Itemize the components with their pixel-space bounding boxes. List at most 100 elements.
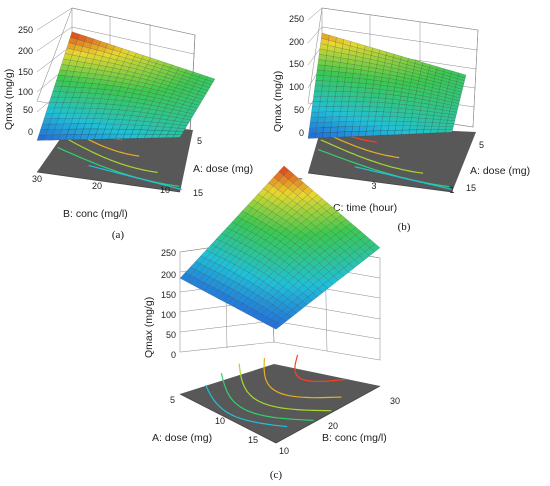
panel-b-x-tick: 15 bbox=[466, 183, 476, 193]
panel-b-surface-facet bbox=[350, 82, 360, 88]
panel-b-surface-facet bbox=[374, 120, 383, 127]
contour-line bbox=[294, 354, 346, 382]
panel-b-surface-facet bbox=[318, 106, 327, 113]
panel-b: 250 200 150 100 50 0 Qmax (mg/g) 5 3 1 C… bbox=[272, 7, 530, 233]
panel-c-x-label: A: dose (mg) bbox=[152, 432, 212, 444]
panel-b-surface-facet bbox=[337, 76, 346, 83]
panel-b-surface-facet bbox=[423, 129, 432, 134]
panel-b-surface-facet bbox=[335, 91, 344, 97]
panel-b-surface-facet bbox=[343, 131, 353, 138]
grid-line bbox=[307, 45, 323, 66]
panel-a-y-tick: 10 bbox=[160, 185, 170, 195]
panel-b-surface-facet bbox=[368, 111, 377, 117]
panel-a-surface bbox=[36, 31, 216, 141]
panel-b-surface-facet bbox=[344, 126, 353, 132]
panel-a-surface-facet bbox=[70, 31, 80, 40]
contour-line bbox=[263, 357, 342, 399]
panel-b-surface-facet bbox=[397, 112, 406, 118]
panel-b-surface-facet bbox=[323, 70, 332, 77]
panel-b-surface-facet bbox=[331, 116, 340, 123]
panel-b-surface-facet bbox=[342, 86, 352, 92]
panel-b-surface-facet bbox=[348, 96, 357, 102]
panel-a-z-tick: 100 bbox=[18, 87, 33, 97]
panel-b-surface-facet bbox=[316, 121, 325, 128]
panel-b-surface-facet bbox=[356, 91, 365, 98]
panel-b-surface-facet bbox=[362, 101, 371, 107]
contour-line bbox=[205, 384, 288, 428]
panel-b-surface-facet bbox=[322, 75, 331, 82]
panel-b-surface-facet bbox=[327, 91, 337, 97]
contour-line bbox=[354, 166, 453, 191]
panel-b-surface-facet bbox=[417, 121, 426, 127]
panel-b-surface-facet bbox=[410, 117, 419, 123]
panel-b-surface-facet bbox=[437, 129, 446, 133]
panel-b-surface-facet bbox=[418, 114, 427, 119]
panel-b-z-tick: 50 bbox=[294, 105, 304, 115]
panel-b-surface-facet bbox=[308, 127, 317, 134]
panel-c-floor bbox=[180, 364, 380, 443]
panel-b-surface-facet bbox=[348, 101, 357, 107]
panel-b-surface-facet bbox=[345, 121, 354, 127]
panel-b-surface-facet bbox=[329, 75, 339, 82]
panel-b-surface-facet bbox=[344, 77, 353, 83]
panel-b-surface-facet bbox=[387, 125, 396, 131]
panel-b-surface-facet bbox=[365, 130, 374, 137]
panel-b-surface-facet bbox=[312, 96, 321, 102]
panel-b-surface-facet bbox=[307, 132, 317, 139]
panel-b-surface-facet bbox=[391, 103, 400, 109]
panel-a-z-tick: 50 bbox=[23, 105, 33, 115]
panel-b-surface-facet bbox=[370, 97, 379, 103]
panel-c-z-tick: 0 bbox=[171, 350, 176, 360]
panel-b-surface-facet bbox=[319, 101, 328, 107]
panel-c-surface bbox=[179, 165, 381, 330]
panel-b-surface-facet bbox=[315, 132, 324, 139]
panel-b-surface-facet bbox=[358, 130, 367, 137]
panel-b-surface-facet bbox=[368, 106, 378, 112]
panel-a-z-tick: 200 bbox=[18, 46, 33, 56]
panel-b-surface-facet bbox=[331, 66, 340, 72]
panel-b-surface-facet bbox=[389, 116, 398, 122]
panel-b-surface-facet bbox=[324, 116, 333, 123]
panel-a: 250 200 150 100 50 0 Qmax (mg/g) 30 20 1… bbox=[3, 7, 253, 241]
grid-line bbox=[36, 7, 73, 31]
panel-b-surface-facet bbox=[349, 91, 358, 97]
panel-b-z-tick: 100 bbox=[289, 82, 304, 92]
panel-b-surface-facet bbox=[430, 129, 439, 134]
panel-b-surface-facet bbox=[351, 131, 360, 137]
panel-b-surface-facet bbox=[410, 121, 419, 126]
panel-c: 250 200 150 100 50 0 Qmax (mg/g) 5 10 15… bbox=[143, 165, 400, 481]
panel-b-surface-facet bbox=[313, 90, 322, 97]
panel-a-z-tick: 250 bbox=[18, 25, 33, 35]
panel-b-surface-facet bbox=[402, 121, 412, 126]
panel-b-surface-facet bbox=[394, 129, 403, 135]
panel-b-surface-facet bbox=[381, 116, 391, 122]
panel-b-surface-facet bbox=[315, 75, 324, 81]
panel-b-surface-facet bbox=[355, 101, 364, 107]
panel-b-surface-facet bbox=[329, 80, 338, 87]
panel-b-surface-facet bbox=[345, 72, 354, 78]
panel-b-surface-facet bbox=[322, 126, 332, 133]
panel-b-surface-facet bbox=[316, 64, 326, 71]
panel-b-surface-facet bbox=[378, 93, 387, 99]
panel-a-surface-facet bbox=[49, 96, 59, 103]
panel-b-surface-facet bbox=[369, 101, 378, 108]
panel-b-surface-facet bbox=[387, 130, 396, 136]
panel-b-surface-facet bbox=[314, 80, 324, 87]
panel-b-surface-facet bbox=[347, 106, 356, 112]
panel-b-surface-facet bbox=[438, 126, 447, 130]
panel-b-surface-facet bbox=[360, 116, 369, 122]
panel-b-surface-facet bbox=[397, 108, 406, 114]
panel-b-surface-facet bbox=[317, 116, 326, 123]
panel-b-x-tick: 5 bbox=[479, 140, 484, 150]
panel-a-y-tick: 20 bbox=[92, 181, 102, 191]
panel-b-surface-facet bbox=[316, 69, 325, 76]
panel-b-surface-facet bbox=[317, 111, 327, 118]
panel-b-surface-facet bbox=[367, 116, 376, 122]
panel-b-surface-facet bbox=[384, 102, 393, 108]
panel-b-surface-facet bbox=[333, 101, 342, 107]
panel-b-surface-facet bbox=[309, 122, 318, 129]
panel-a-surface-facet bbox=[52, 85, 62, 92]
contour-line bbox=[64, 136, 158, 173]
panel-c-z-tick: 100 bbox=[161, 310, 176, 320]
